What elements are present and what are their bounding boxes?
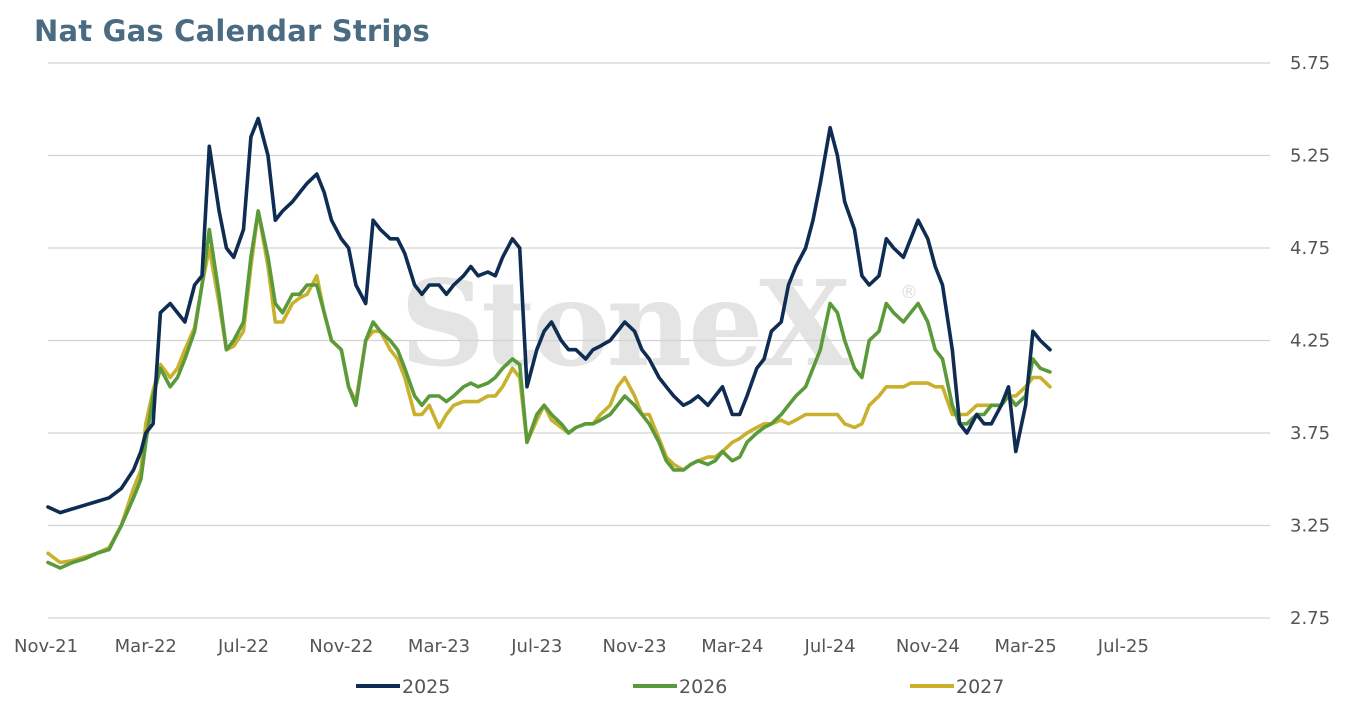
- x-tick-label: Jul-24: [804, 636, 856, 657]
- y-tick-label: 2.75: [1290, 608, 1330, 629]
- x-tick-label: Nov-21: [14, 636, 78, 657]
- series-line-2026: [46, 209, 1052, 570]
- series-line-2027: [46, 209, 1052, 565]
- y-axis-ticks: 5.75 5.25 4.75 4.25 3.75 3.25 2.75: [1290, 53, 1330, 629]
- x-tick-label: Mar-22: [115, 636, 177, 657]
- x-tick-label: Jul-22: [217, 636, 269, 657]
- x-tick-label: Jul-23: [510, 636, 562, 657]
- legend-label-2026: 2026: [679, 676, 727, 698]
- y-tick-label: 3.25: [1290, 516, 1330, 537]
- series-lines: [46, 116, 1052, 570]
- series-line-2025: [46, 116, 1052, 515]
- gridlines: [48, 62, 1270, 619]
- y-tick-label: 5.75: [1290, 53, 1330, 74]
- x-axis-ticks: Nov-21 Mar-22 Jul-22 Nov-22 Mar-23 Jul-23 Nov-…: [14, 636, 1149, 657]
- y-tick-label: 3.75: [1290, 423, 1330, 444]
- x-tick-label: Nov-24: [896, 636, 960, 657]
- legend-label-2027: 2027: [956, 676, 1004, 698]
- x-tick-label: Jul-25: [1097, 636, 1149, 657]
- x-tick-label: Nov-22: [309, 636, 373, 657]
- chart-title: Nat Gas Calendar Strips: [34, 14, 430, 48]
- x-tick-label: Mar-24: [701, 636, 763, 657]
- y-tick-label: 4.75: [1290, 238, 1330, 259]
- y-tick-label: 4.25: [1290, 331, 1330, 352]
- y-tick-label: 5.25: [1290, 146, 1330, 167]
- x-tick-label: Mar-23: [408, 636, 470, 657]
- watermark-registered-mark: ®: [900, 282, 918, 303]
- legend: 2025 2026 2027: [356, 676, 1004, 698]
- x-tick-label: Mar-25: [994, 636, 1056, 657]
- legend-label-2025: 2025: [402, 676, 450, 698]
- x-tick-label: Nov-23: [603, 636, 667, 657]
